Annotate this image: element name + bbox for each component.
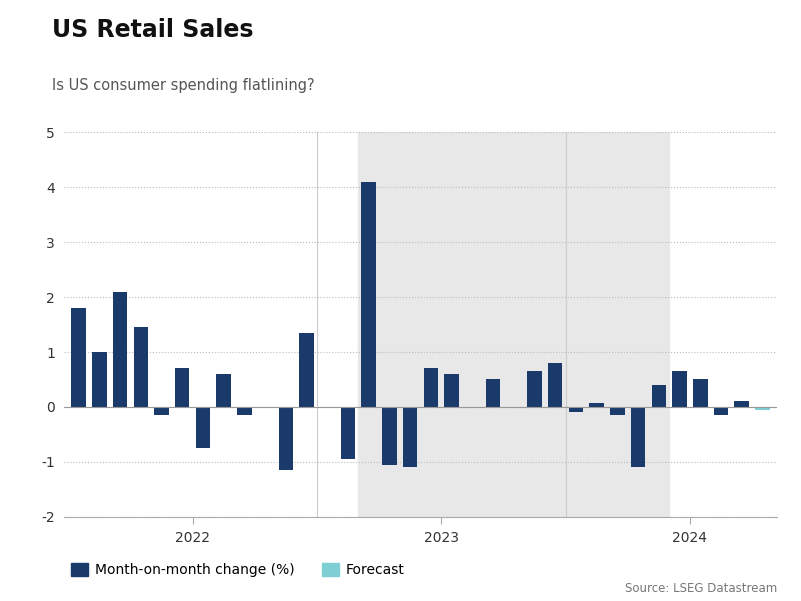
Bar bbox=[714, 407, 728, 415]
Bar bbox=[361, 182, 376, 407]
Bar bbox=[651, 385, 666, 407]
Bar bbox=[424, 368, 438, 407]
Bar bbox=[610, 407, 625, 415]
Bar bbox=[71, 308, 86, 407]
Bar bbox=[755, 407, 770, 410]
Bar bbox=[358, 132, 669, 517]
Bar bbox=[195, 407, 210, 448]
Bar bbox=[216, 374, 231, 407]
Bar bbox=[693, 379, 707, 407]
Bar bbox=[300, 333, 314, 407]
Bar bbox=[485, 379, 501, 407]
Bar bbox=[134, 328, 148, 407]
Text: Is US consumer spending flatlining?: Is US consumer spending flatlining? bbox=[52, 78, 315, 93]
Bar bbox=[569, 407, 583, 412]
Bar bbox=[590, 403, 604, 407]
Bar bbox=[237, 407, 252, 415]
Bar bbox=[631, 407, 646, 468]
Legend: Month-on-month change (%), Forecast: Month-on-month change (%), Forecast bbox=[71, 563, 405, 577]
Bar bbox=[548, 363, 562, 407]
Bar bbox=[92, 352, 107, 407]
Bar bbox=[672, 371, 686, 407]
Bar bbox=[403, 407, 417, 468]
Bar bbox=[382, 407, 396, 465]
Bar bbox=[445, 374, 459, 407]
Text: US Retail Sales: US Retail Sales bbox=[52, 18, 254, 42]
Bar bbox=[155, 407, 169, 415]
Bar bbox=[175, 368, 190, 407]
Bar bbox=[735, 401, 749, 407]
Text: Source: LSEG Datastream: Source: LSEG Datastream bbox=[625, 582, 777, 595]
Bar bbox=[527, 371, 541, 407]
Bar bbox=[279, 407, 293, 470]
Bar bbox=[113, 291, 127, 407]
Bar bbox=[340, 407, 356, 459]
